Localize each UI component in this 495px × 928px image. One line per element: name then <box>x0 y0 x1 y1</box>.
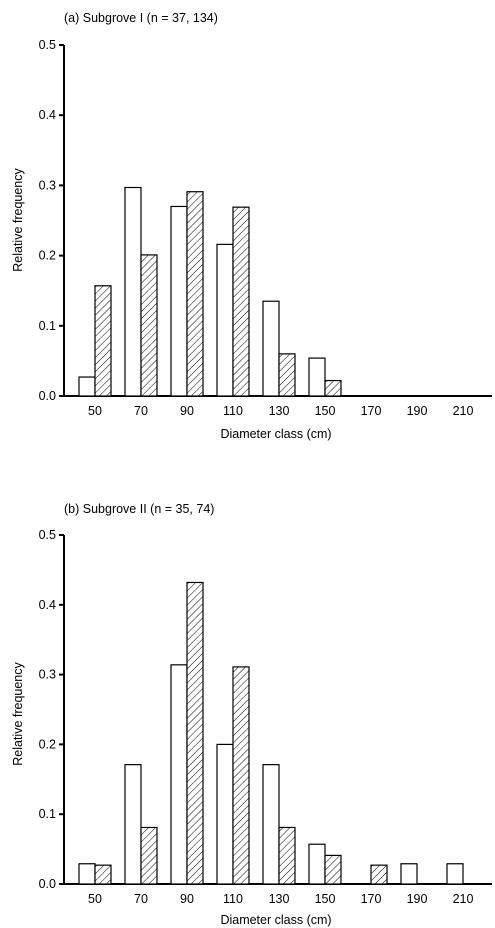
x-tick-label: 190 <box>407 404 428 418</box>
y-tick-label: 0.1 <box>39 807 56 821</box>
chart-b-y-axis-label: Relative frequency <box>11 661 25 765</box>
chart-a-y-axis-label: Relative frequency <box>11 167 25 271</box>
chart-a-x-axis-label: Diameter class (cm) <box>220 427 331 441</box>
x-tick-label: 50 <box>88 892 102 906</box>
y-tick-label: 0.4 <box>39 108 56 122</box>
chart-b-bars <box>78 581 464 885</box>
bar-open <box>124 764 142 885</box>
y-tick-label: 0.0 <box>39 877 56 891</box>
bar-hatched <box>370 864 388 885</box>
x-tick-label: 150 <box>315 892 336 906</box>
bar-hatched <box>94 285 112 397</box>
bar-open <box>400 863 418 885</box>
bar-open <box>78 376 96 397</box>
bar-hatched <box>186 581 204 885</box>
bar-open <box>262 764 280 885</box>
chart-a-bars <box>78 186 342 397</box>
x-tick-label: 170 <box>361 404 382 418</box>
x-tick-label: 90 <box>180 892 194 906</box>
bar-hatched <box>278 826 296 885</box>
bar-open <box>78 863 96 885</box>
chart-panel-a: (a) Subgrove I (n = 37, 134) Relative fr… <box>11 11 492 441</box>
bar-hatched <box>140 254 158 397</box>
bar-hatched <box>186 191 204 397</box>
bar-hatched <box>232 666 250 885</box>
y-tick-label: 0.5 <box>39 528 56 542</box>
bar-open <box>124 186 142 397</box>
y-tick-label: 0.3 <box>39 178 56 192</box>
bar-open <box>216 743 234 885</box>
x-tick-label: 210 <box>453 892 474 906</box>
chart-a-title: (a) Subgrove I (n = 37, 134) <box>64 11 218 25</box>
x-tick-label: 130 <box>269 404 290 418</box>
chart-b-title: (b) Subgrove II (n = 35, 74) <box>64 502 214 516</box>
bar-hatched <box>278 353 296 397</box>
y-tick-label: 0.5 <box>39 38 56 52</box>
y-tick-label: 0.2 <box>39 249 56 263</box>
x-tick-label: 110 <box>223 404 243 418</box>
x-tick-label: 70 <box>134 404 148 418</box>
x-tick-label: 130 <box>269 892 290 906</box>
bar-open <box>216 243 234 397</box>
y-tick-label: 0.3 <box>39 668 56 682</box>
bar-open <box>446 863 464 885</box>
bar-open <box>170 205 188 397</box>
x-tick-label: 170 <box>361 892 382 906</box>
x-tick-label: 50 <box>88 404 102 418</box>
bar-hatched <box>140 826 158 885</box>
chart-a-tick-labels: 0.0 0.1 0.2 0.3 0.4 0.5 50 70 90 110 130 150 170 190 2… <box>39 38 474 418</box>
bar-open <box>308 357 326 397</box>
bar-open <box>308 843 326 885</box>
bar-hatched <box>94 864 112 885</box>
bar-open <box>262 300 280 397</box>
bar-hatched <box>324 379 342 397</box>
chart-b-x-axis-label: Diameter class (cm) <box>220 913 331 927</box>
x-tick-label: 210 <box>453 404 474 418</box>
y-tick-label: 0.1 <box>39 319 56 333</box>
y-tick-label: 0.4 <box>39 598 56 612</box>
bar-open <box>170 664 188 885</box>
x-tick-label: 110 <box>223 892 243 906</box>
x-tick-label: 70 <box>134 892 148 906</box>
chart-panel-b: (b) Subgrove II (n = 35, 74) Relative fr… <box>11 502 492 927</box>
x-tick-label: 190 <box>407 892 428 906</box>
bar-hatched <box>232 206 250 397</box>
y-tick-label: 0.0 <box>39 389 56 403</box>
bar-hatched <box>324 854 342 885</box>
x-tick-label: 150 <box>315 404 336 418</box>
y-tick-label: 0.2 <box>39 737 56 751</box>
x-tick-label: 90 <box>180 404 194 418</box>
chart-b-tick-labels: 0.0 0.1 0.2 0.3 0.4 0.5 50 70 90 110 130 150 170 190 2… <box>39 528 474 906</box>
